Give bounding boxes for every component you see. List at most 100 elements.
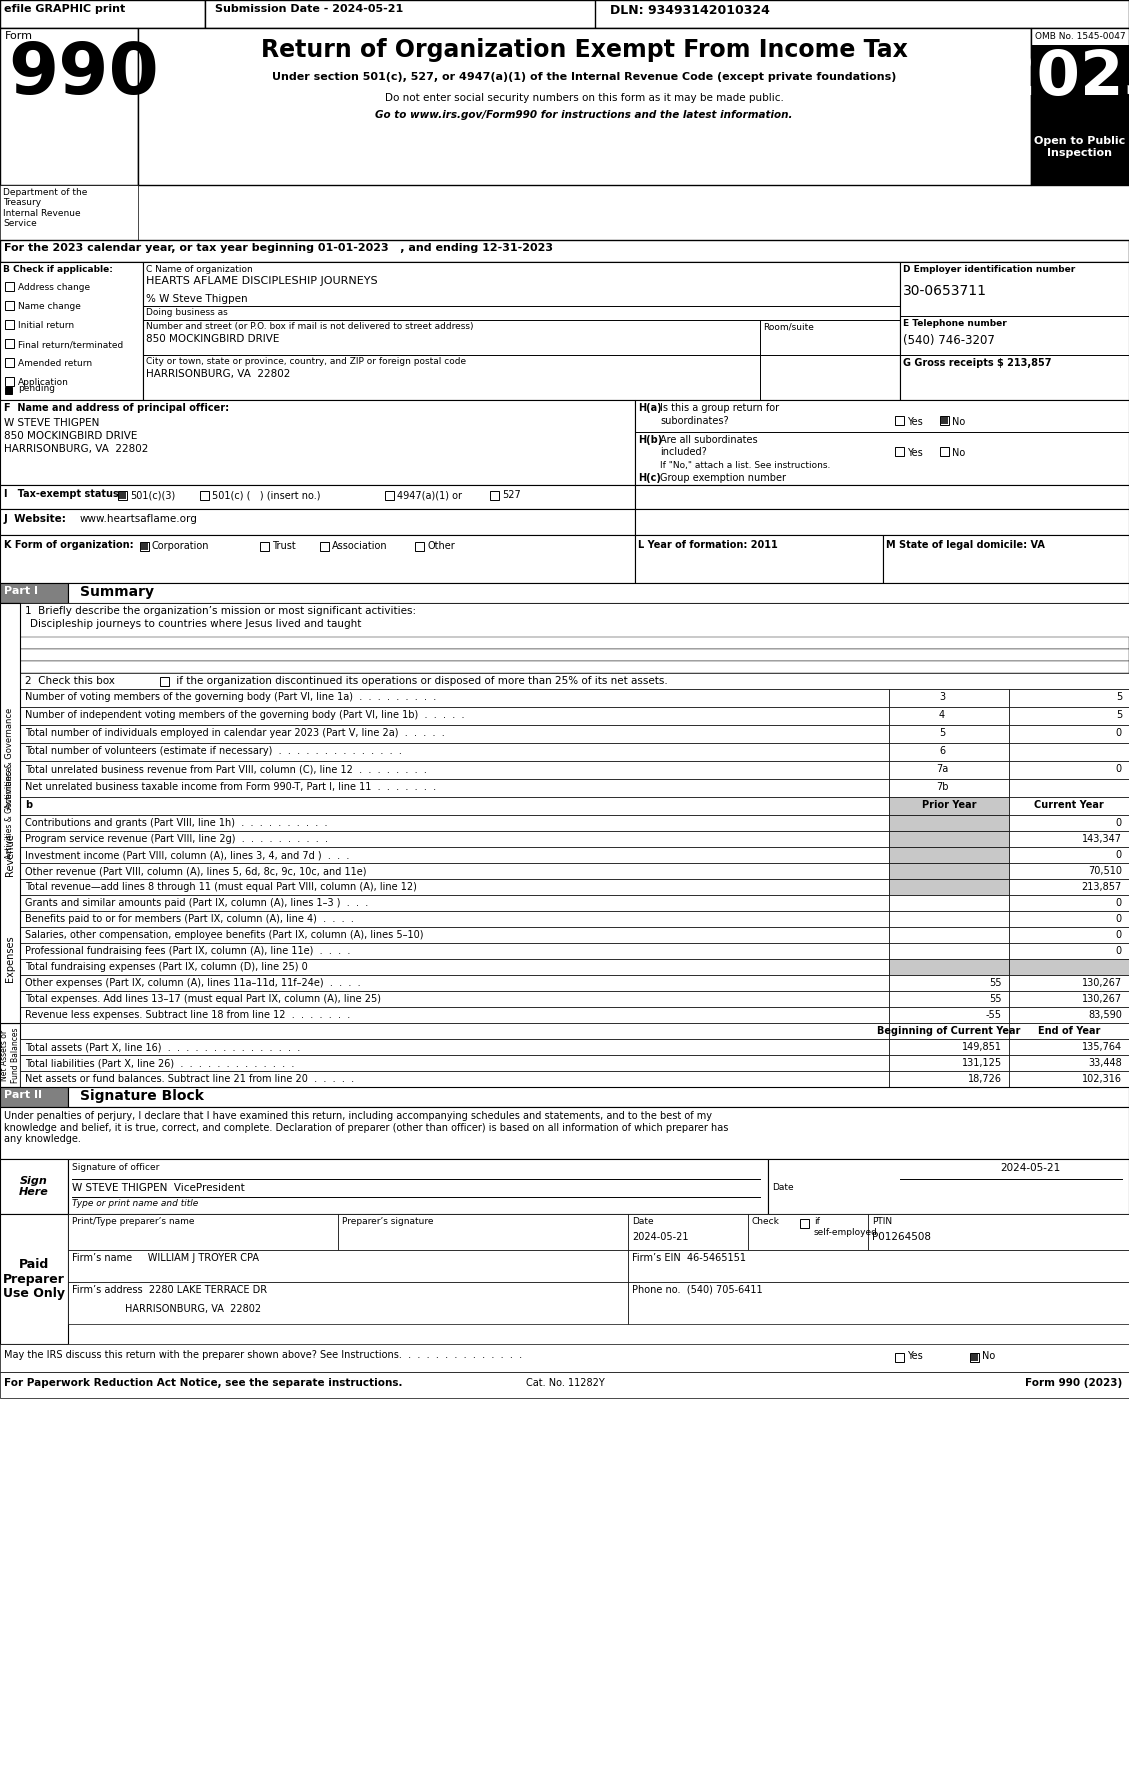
Text: Total unrelated business revenue from Part VIII, column (C), line 12  .  .  .  .: Total unrelated business revenue from Pa… — [25, 765, 427, 774]
Text: Contributions and grants (Part VIII, line 1h)  .  .  .  .  .  .  .  .  .  .: Contributions and grants (Part VIII, lin… — [25, 818, 327, 828]
Bar — [0, 1344, 1129, 1372]
Text: 143,347: 143,347 — [1082, 834, 1122, 844]
Bar — [205, 0, 595, 28]
Text: self-employed: self-employed — [814, 1227, 878, 1236]
Bar — [5, 387, 12, 394]
Text: For Paperwork Reduction Act Notice, see the separate instructions.: For Paperwork Reduction Act Notice, see … — [5, 1377, 403, 1388]
Bar — [20, 648, 1129, 660]
Text: HARRISONBURG, VA  22802: HARRISONBURG, VA 22802 — [146, 369, 290, 380]
Bar — [889, 927, 1009, 943]
Text: 7a: 7a — [936, 765, 948, 774]
Bar — [889, 895, 1009, 911]
Bar — [415, 542, 425, 551]
Text: Amended return: Amended return — [18, 358, 93, 367]
Bar — [889, 864, 1009, 879]
Bar — [1009, 943, 1129, 959]
Text: No: No — [952, 417, 965, 427]
Text: if: if — [814, 1217, 820, 1226]
Text: HARRISONBURG, VA  22802: HARRISONBURG, VA 22802 — [125, 1303, 261, 1314]
Bar — [889, 726, 1009, 743]
Bar — [940, 417, 949, 426]
Bar — [1009, 1007, 1129, 1023]
Text: Investment income (Part VIII, column (A), lines 3, 4, and 7d )  .  .  .: Investment income (Part VIII, column (A)… — [25, 849, 349, 860]
Text: Beginning of Current Year: Beginning of Current Year — [877, 1026, 1021, 1037]
Bar — [889, 1070, 1009, 1088]
Text: Final return/terminated: Final return/terminated — [18, 341, 123, 350]
Text: Net Assets or
Fund Balances: Net Assets or Fund Balances — [0, 1028, 19, 1083]
Bar — [20, 1023, 889, 1038]
Text: Salaries, other compensation, employee benefits (Part IX, column (A), lines 5–10: Salaries, other compensation, employee b… — [25, 931, 423, 940]
Text: 990: 990 — [8, 41, 159, 109]
Bar — [20, 975, 889, 991]
Text: H(a): H(a) — [638, 403, 662, 413]
Bar — [20, 1007, 889, 1023]
Text: Initial return: Initial return — [18, 321, 75, 330]
Text: DLN: 93493142010324: DLN: 93493142010324 — [610, 4, 770, 18]
Bar — [68, 1250, 628, 1282]
Text: 501(c)(3): 501(c)(3) — [130, 489, 175, 500]
Bar — [1009, 832, 1129, 848]
Bar — [889, 943, 1009, 959]
Text: 130,267: 130,267 — [1082, 978, 1122, 987]
Bar — [260, 542, 269, 551]
Bar — [0, 0, 1129, 28]
Bar — [1009, 706, 1129, 726]
Text: (540) 746-3207: (540) 746-3207 — [903, 334, 995, 346]
Bar — [628, 1282, 1129, 1324]
Text: Program service revenue (Part VIII, line 2g)  .  .  .  .  .  .  .  .  .  .: Program service revenue (Part VIII, line… — [25, 834, 329, 844]
Bar — [940, 447, 949, 456]
Bar — [634, 535, 883, 583]
Bar — [889, 814, 1009, 832]
Text: Address change: Address change — [18, 283, 90, 291]
Text: G Gross receipts $ 213,857: G Gross receipts $ 213,857 — [903, 358, 1051, 367]
Text: 18,726: 18,726 — [968, 1074, 1003, 1084]
Text: 0: 0 — [1115, 765, 1122, 774]
Bar — [20, 602, 1129, 638]
Bar — [1031, 44, 1129, 131]
Text: 2  Check this box: 2 Check this box — [25, 676, 115, 685]
Text: Total liabilities (Part X, line 26)  .  .  .  .  .  .  .  .  .  .  .  .  .: Total liabilities (Part X, line 26) . . … — [25, 1058, 295, 1068]
Text: Is this a group return for: Is this a group return for — [660, 403, 779, 413]
Bar — [1031, 28, 1129, 185]
Text: included?: included? — [660, 447, 707, 457]
Bar — [141, 542, 148, 549]
Bar — [68, 1213, 338, 1250]
Bar — [68, 1158, 768, 1213]
Bar — [889, 975, 1009, 991]
Text: Number of independent voting members of the governing body (Part VI, line 1b)  .: Number of independent voting members of … — [25, 710, 464, 721]
Text: HARRISONBURG, VA  22802: HARRISONBURG, VA 22802 — [5, 443, 148, 454]
Bar — [160, 676, 169, 685]
Bar — [1009, 927, 1129, 943]
Bar — [1009, 726, 1129, 743]
Text: OMB No. 1545-0047: OMB No. 1545-0047 — [1034, 32, 1126, 41]
Text: Net unrelated business taxable income from Form 990-T, Part I, line 11  .  .  . : Net unrelated business taxable income fr… — [25, 782, 436, 791]
Bar — [140, 542, 149, 551]
Text: Department of the
Treasury
Internal Revenue
Service: Department of the Treasury Internal Reve… — [3, 187, 87, 228]
Text: pending: pending — [18, 383, 55, 394]
Text: Activities & Governance: Activities & Governance — [6, 766, 15, 858]
Text: Cat. No. 11282Y: Cat. No. 11282Y — [526, 1377, 604, 1388]
Text: 5: 5 — [1115, 692, 1122, 703]
Bar — [20, 706, 889, 726]
Text: 102,316: 102,316 — [1082, 1074, 1122, 1084]
Text: Return of Organization Exempt From Income Tax: Return of Organization Exempt From Incom… — [261, 39, 908, 62]
Text: 3: 3 — [939, 692, 945, 703]
Text: 0: 0 — [1115, 849, 1122, 860]
Bar — [889, 879, 1009, 895]
Bar — [628, 1213, 749, 1250]
Text: www.heartsaflame.org: www.heartsaflame.org — [80, 514, 198, 525]
Bar — [200, 491, 209, 500]
Bar — [20, 1070, 889, 1088]
Bar — [20, 911, 889, 927]
Text: Total expenses. Add lines 13–17 (must equal Part IX, column (A), line 25): Total expenses. Add lines 13–17 (must eq… — [25, 994, 380, 1005]
Text: 0: 0 — [1115, 728, 1122, 738]
Bar — [20, 927, 889, 943]
Text: 149,851: 149,851 — [962, 1042, 1003, 1053]
Text: E Telephone number: E Telephone number — [903, 320, 1007, 328]
Bar — [1009, 1038, 1129, 1054]
Bar — [490, 491, 499, 500]
Text: 5: 5 — [1115, 710, 1122, 721]
Bar — [68, 583, 1129, 602]
Text: Total fundraising expenses (Part IX, column (D), line 25) 0: Total fundraising expenses (Part IX, col… — [25, 962, 308, 971]
Bar — [20, 673, 1129, 689]
